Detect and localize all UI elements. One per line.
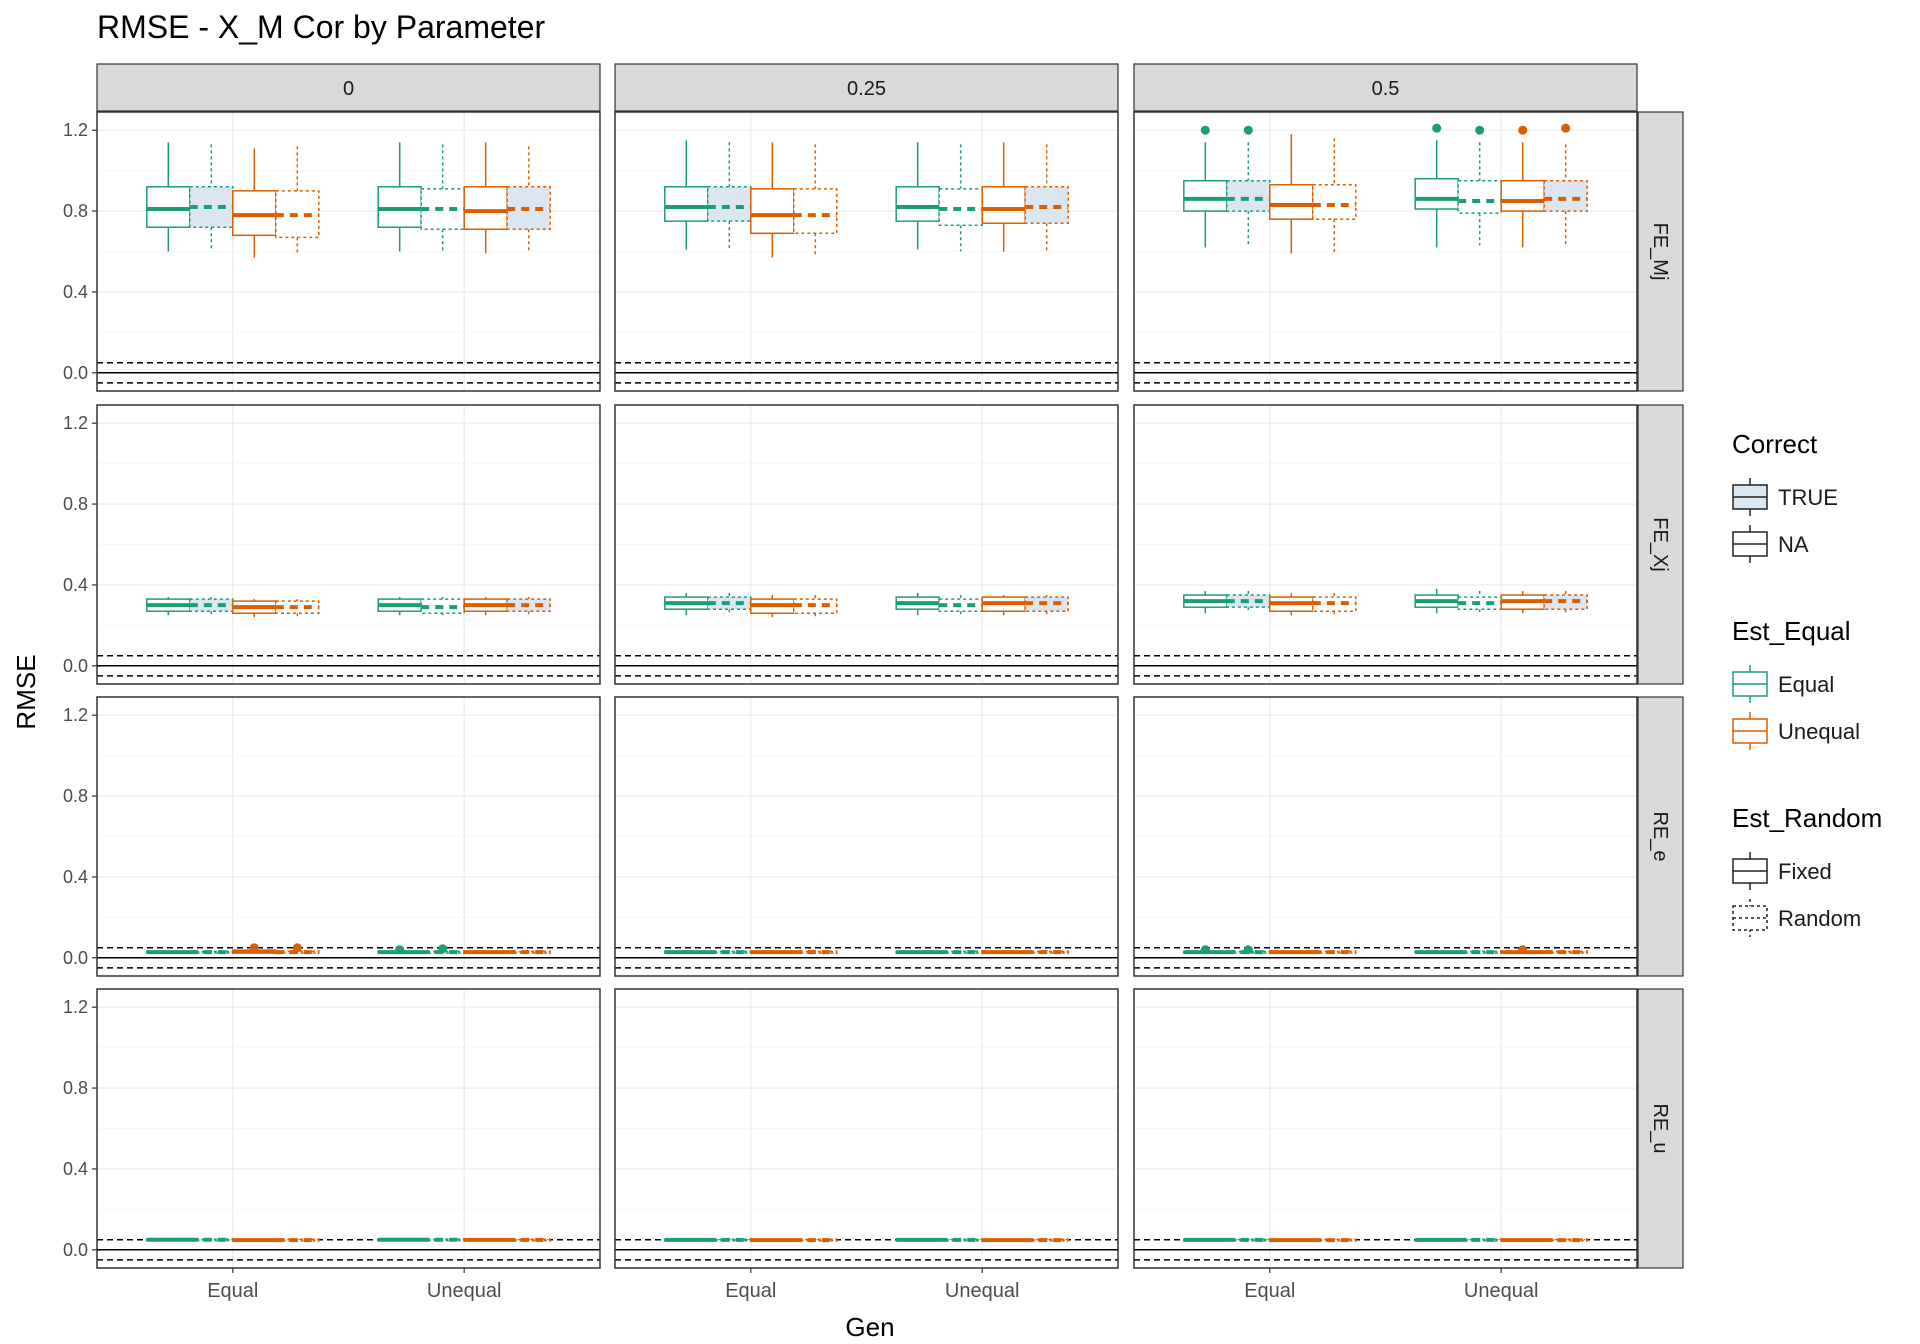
row-strip-label: FE_Xj xyxy=(1649,517,1671,571)
panel-border xyxy=(96,404,601,685)
box xyxy=(377,186,422,228)
panel-border xyxy=(96,696,601,977)
y-tick-label: 0.4 xyxy=(63,575,88,595)
box xyxy=(707,186,752,222)
panel-border xyxy=(1133,696,1638,977)
y-tick-label: 0.4 xyxy=(63,282,88,302)
col-strip-label: 0.5 xyxy=(1372,78,1400,100)
panel-border xyxy=(614,696,1119,977)
box xyxy=(1269,184,1314,220)
box xyxy=(146,186,191,228)
box xyxy=(1024,186,1069,224)
row-strip xyxy=(1637,696,1684,977)
panel-border xyxy=(96,988,601,1269)
box xyxy=(1226,179,1271,212)
y-tick-label: 1.2 xyxy=(63,413,88,433)
legend: Correct TRUE NA Est_Equal Equal Unequal Est_Ra… xyxy=(1732,429,1882,937)
outlier-point xyxy=(249,943,259,953)
box xyxy=(895,186,940,222)
row-strip-label: RE_e xyxy=(1649,811,1671,861)
row-strip xyxy=(1637,988,1684,1269)
box xyxy=(981,186,1026,224)
outlier-point xyxy=(1518,125,1528,135)
x-tick-label: Unequal xyxy=(945,1280,1020,1302)
x-tick-label: Equal xyxy=(207,1280,258,1302)
col-strip xyxy=(614,63,1119,112)
legend-label: Equal xyxy=(1778,672,1834,697)
row-strip xyxy=(1637,404,1684,685)
col-strip xyxy=(1133,63,1638,112)
legend-title: Est_Random xyxy=(1732,803,1882,833)
row-strip-label: RE_u xyxy=(1649,1103,1671,1153)
y-tick-label: 0.0 xyxy=(63,363,88,383)
x-tick-label: Equal xyxy=(1244,1280,1295,1302)
panel-border xyxy=(614,111,1119,392)
box xyxy=(938,188,983,226)
box xyxy=(1543,179,1588,212)
y-tick-label: 0.8 xyxy=(63,494,88,514)
box xyxy=(1312,184,1357,220)
row-strip-label: FE_Mj xyxy=(1649,223,1671,281)
legend-title: Est_Equal xyxy=(1732,616,1851,646)
legend-label: Random xyxy=(1778,906,1861,931)
col-strip-label: 0 xyxy=(343,78,354,100)
panel-border xyxy=(1133,404,1638,685)
outlier-point xyxy=(395,945,405,955)
outlier-point xyxy=(1475,125,1485,135)
row-strip xyxy=(1637,111,1684,392)
y-tick-label: 0.8 xyxy=(63,201,88,221)
legend-label: Fixed xyxy=(1778,859,1832,884)
y-tick-label: 0.4 xyxy=(63,1159,88,1179)
box xyxy=(463,186,508,231)
y-tick-label: 0.4 xyxy=(63,867,88,887)
x-axis-label: Gen xyxy=(845,1312,894,1342)
panel-border xyxy=(1133,988,1638,1269)
box xyxy=(232,190,277,237)
outlier-point xyxy=(1432,123,1442,133)
legend-label: TRUE xyxy=(1778,485,1838,510)
panel-border xyxy=(614,404,1119,685)
y-tick-label: 0.8 xyxy=(63,786,88,806)
legend-title: Correct xyxy=(1732,429,1818,459)
box xyxy=(1500,179,1545,212)
outlier-point xyxy=(1243,125,1253,135)
panel-border xyxy=(96,111,601,392)
outlier-point xyxy=(1518,945,1528,955)
box xyxy=(664,186,709,222)
panel-border xyxy=(1133,111,1638,392)
x-tick-label: Unequal xyxy=(1464,1280,1539,1302)
box xyxy=(1183,179,1228,212)
box xyxy=(1414,177,1459,210)
facet-grid: 0 0.25 0.5 FE_Mj FE_Xj RE_e RE_u 0.0 0.4 0.8 1.2 0.… xyxy=(63,63,1684,1302)
outlier-point xyxy=(1200,945,1210,955)
col-strip-label: 0.25 xyxy=(847,78,886,100)
box xyxy=(793,188,838,235)
y-tick-label: 1.2 xyxy=(63,997,88,1017)
y-tick-label: 0.0 xyxy=(63,1240,88,1260)
y-tick-label: 0.0 xyxy=(63,656,88,676)
legend-key-box xyxy=(1732,905,1768,931)
outlier-point xyxy=(1200,125,1210,135)
box xyxy=(1457,179,1502,214)
x-tick-label: Equal xyxy=(725,1280,776,1302)
y-axis-label: RMSE xyxy=(11,654,41,729)
y-tick-label: 0.8 xyxy=(63,1078,88,1098)
legend-label: NA xyxy=(1778,532,1809,557)
panel-border xyxy=(614,988,1119,1269)
legend-label: Unequal xyxy=(1778,719,1860,744)
y-tick-label: 1.2 xyxy=(63,705,88,725)
outlier-point xyxy=(1243,945,1253,955)
outlier-point xyxy=(1561,123,1571,133)
y-tick-label: 0.0 xyxy=(63,948,88,968)
y-tick-label: 1.2 xyxy=(63,120,88,140)
box xyxy=(750,188,795,235)
x-tick-label: Unequal xyxy=(427,1280,502,1302)
chart-title: RMSE - X_M Cor by Parameter xyxy=(97,9,545,45)
col-strip xyxy=(96,63,601,112)
outlier-point xyxy=(438,944,448,954)
outlier-point xyxy=(292,943,302,953)
